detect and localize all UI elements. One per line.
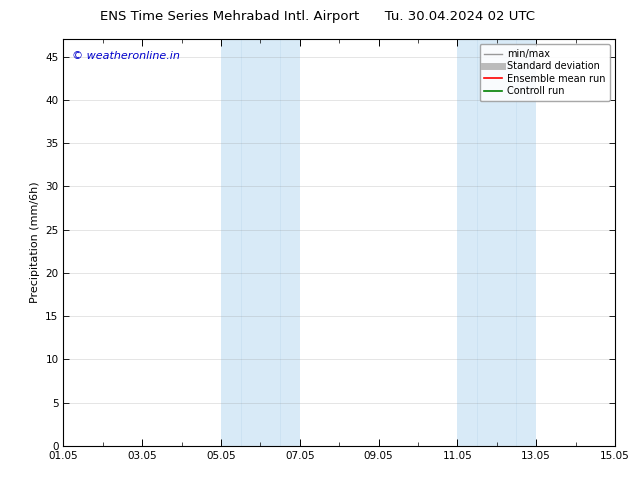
Bar — [261, 39, 300, 446]
Y-axis label: Precipitation (mm/6h): Precipitation (mm/6h) — [30, 182, 40, 303]
Bar — [457, 39, 497, 446]
Text: © weatheronline.in: © weatheronline.in — [72, 51, 179, 61]
Bar — [497, 39, 536, 446]
Text: ENS Time Series Mehrabad Intl. Airport      Tu. 30.04.2024 02 UTC: ENS Time Series Mehrabad Intl. Airport T… — [100, 10, 534, 23]
Legend: min/max, Standard deviation, Ensemble mean run, Controll run: min/max, Standard deviation, Ensemble me… — [479, 44, 610, 101]
Bar — [221, 39, 261, 446]
